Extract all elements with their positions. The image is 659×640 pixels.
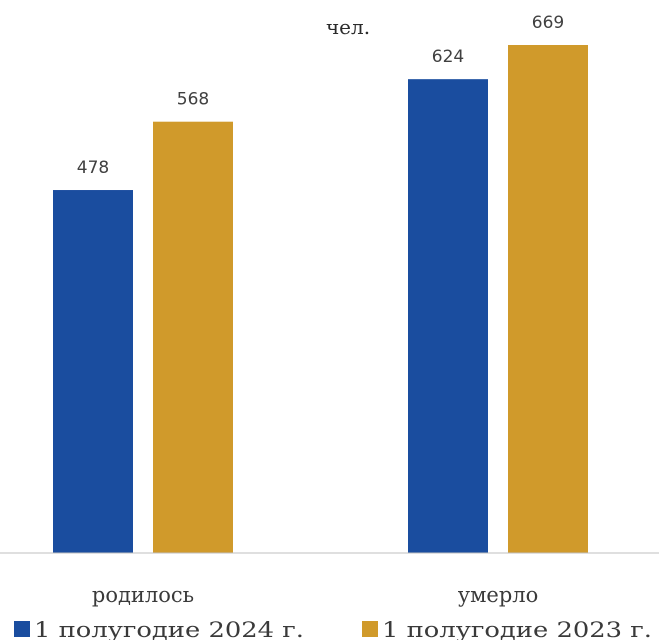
bar-родилось-series-1 [53, 190, 133, 554]
category-label-родилось: родилось [92, 583, 194, 607]
bar-родилось-series-2 [153, 121, 233, 553]
bars-group [53, 45, 588, 554]
unit-label: чел. [326, 15, 370, 39]
category-labels-group: родилось умерло [92, 583, 538, 607]
legend-label-series-1: 1 полугодие 2024 г. [34, 618, 304, 640]
legend: 1 полугодие 2024 г. 1 полугодие 2023 г. [14, 618, 652, 640]
legend-swatch-series-1 [14, 621, 30, 637]
value-label-родилось-series-2: 568 [177, 90, 209, 110]
value-label-умерло-series-1: 624 [432, 47, 464, 67]
value-labels-group: 478 568 624 669 [77, 13, 564, 178]
value-label-родилось-series-1: 478 [77, 158, 109, 178]
bar-умерло-series-2 [508, 45, 588, 553]
legend-swatch-series-2 [362, 621, 378, 637]
category-label-умерло: умерло [458, 583, 539, 607]
legend-label-series-2: 1 полугодие 2023 г. [382, 618, 652, 640]
bar-умерло-series-1 [408, 79, 488, 553]
value-label-умерло-series-2: 669 [532, 13, 564, 33]
